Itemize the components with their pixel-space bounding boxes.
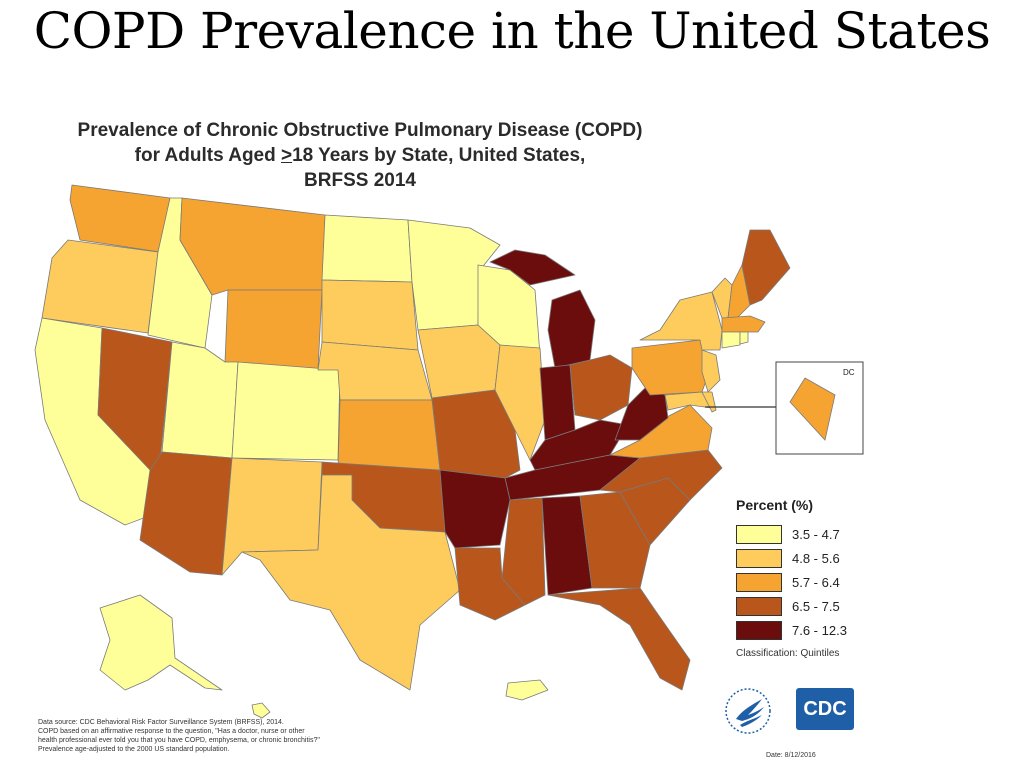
footnote-line: Data source: CDC Behavioral Risk Factor …	[38, 719, 284, 726]
slide-title: COPD Prevalence in the United States	[33, 2, 991, 60]
state-kansas	[337, 399, 441, 471]
state-hawaii	[251, 702, 271, 719]
footnote: Data source: CDC Behavioral Risk Factor …	[38, 718, 320, 754]
state-massachusetts	[721, 315, 766, 333]
footnote-line: health professional ever told you that y…	[38, 737, 320, 744]
state-maine	[741, 229, 791, 306]
legend-swatch	[736, 524, 782, 544]
map-title-line-1: Prevalence of Chronic Obstructive Pulmon…	[77, 120, 643, 141]
state-north-dakota	[321, 214, 413, 283]
state-south-dakota	[321, 279, 419, 351]
state-georgia	[579, 491, 651, 589]
state-arkansas	[439, 469, 511, 549]
classification-note: Classification: Quintiles	[736, 648, 840, 659]
hhs-eagle-icon	[725, 688, 771, 734]
legend-swatch	[736, 572, 782, 592]
legend: Percent (%) 3.5 - 4.7 4.8 - 5.6 5.7 - 6.…	[736, 497, 847, 659]
legend-label: 3.5 - 4.7	[792, 526, 840, 542]
legend-item: 5.7 - 6.4	[736, 570, 847, 594]
state-connecticut	[721, 331, 741, 349]
legend-swatch	[736, 596, 782, 616]
state-texas	[241, 474, 461, 691]
dc-inset-label: DC	[843, 368, 855, 377]
state-new-jersey	[701, 349, 721, 393]
legend-label: 7.6 - 12.3	[792, 622, 847, 638]
footnote-line: COPD based on an affirmative response to…	[38, 728, 305, 735]
date-stamp: Date: 8/12/2016	[766, 752, 816, 759]
map-title-line-2: for Adults Aged >18 Years by State, Unit…	[134, 145, 586, 166]
legend-label: 5.7 - 6.4	[792, 574, 840, 590]
state-michigan-upper	[489, 249, 576, 286]
state-pennsylvania	[631, 339, 711, 396]
legend-label: 6.5 - 7.5	[792, 598, 840, 614]
legend-item: 6.5 - 7.5	[736, 594, 847, 618]
state-ohio	[569, 354, 633, 421]
legend-label: 4.8 - 5.6	[792, 550, 840, 566]
cdc-logo: CDC	[796, 688, 854, 730]
territory-puerto-rico	[505, 679, 549, 701]
state-oregon	[41, 239, 159, 334]
state-wyoming	[224, 289, 323, 371]
state-rhode-island	[739, 331, 749, 345]
legend-title: Percent (%)	[736, 497, 814, 513]
state-new-york	[639, 291, 723, 351]
state-mississippi	[501, 497, 546, 606]
legend-item: 3.5 - 4.7	[736, 522, 847, 546]
state-iowa	[417, 324, 501, 399]
state-alaska	[99, 594, 223, 691]
state-washington	[69, 184, 171, 253]
state-indiana	[539, 364, 576, 441]
map-title: Prevalence of Chronic Obstructive Pulmon…	[60, 118, 660, 193]
state-arizona	[139, 451, 233, 576]
dc-inset-shape	[789, 377, 836, 441]
legend-swatch	[736, 620, 782, 640]
state-colorado	[231, 361, 341, 461]
state-michigan-lower	[547, 289, 596, 369]
state-maryland	[664, 391, 713, 411]
legend-swatch	[736, 548, 782, 568]
legend-item: 7.6 - 12.3	[736, 618, 847, 642]
legend-item: 4.8 - 5.6	[736, 546, 847, 570]
footnote-line: Prevalence age-adjusted to the 2000 US s…	[38, 746, 230, 753]
map-title-line-3: BRFSS 2014	[304, 170, 416, 191]
state-florida	[547, 587, 691, 691]
